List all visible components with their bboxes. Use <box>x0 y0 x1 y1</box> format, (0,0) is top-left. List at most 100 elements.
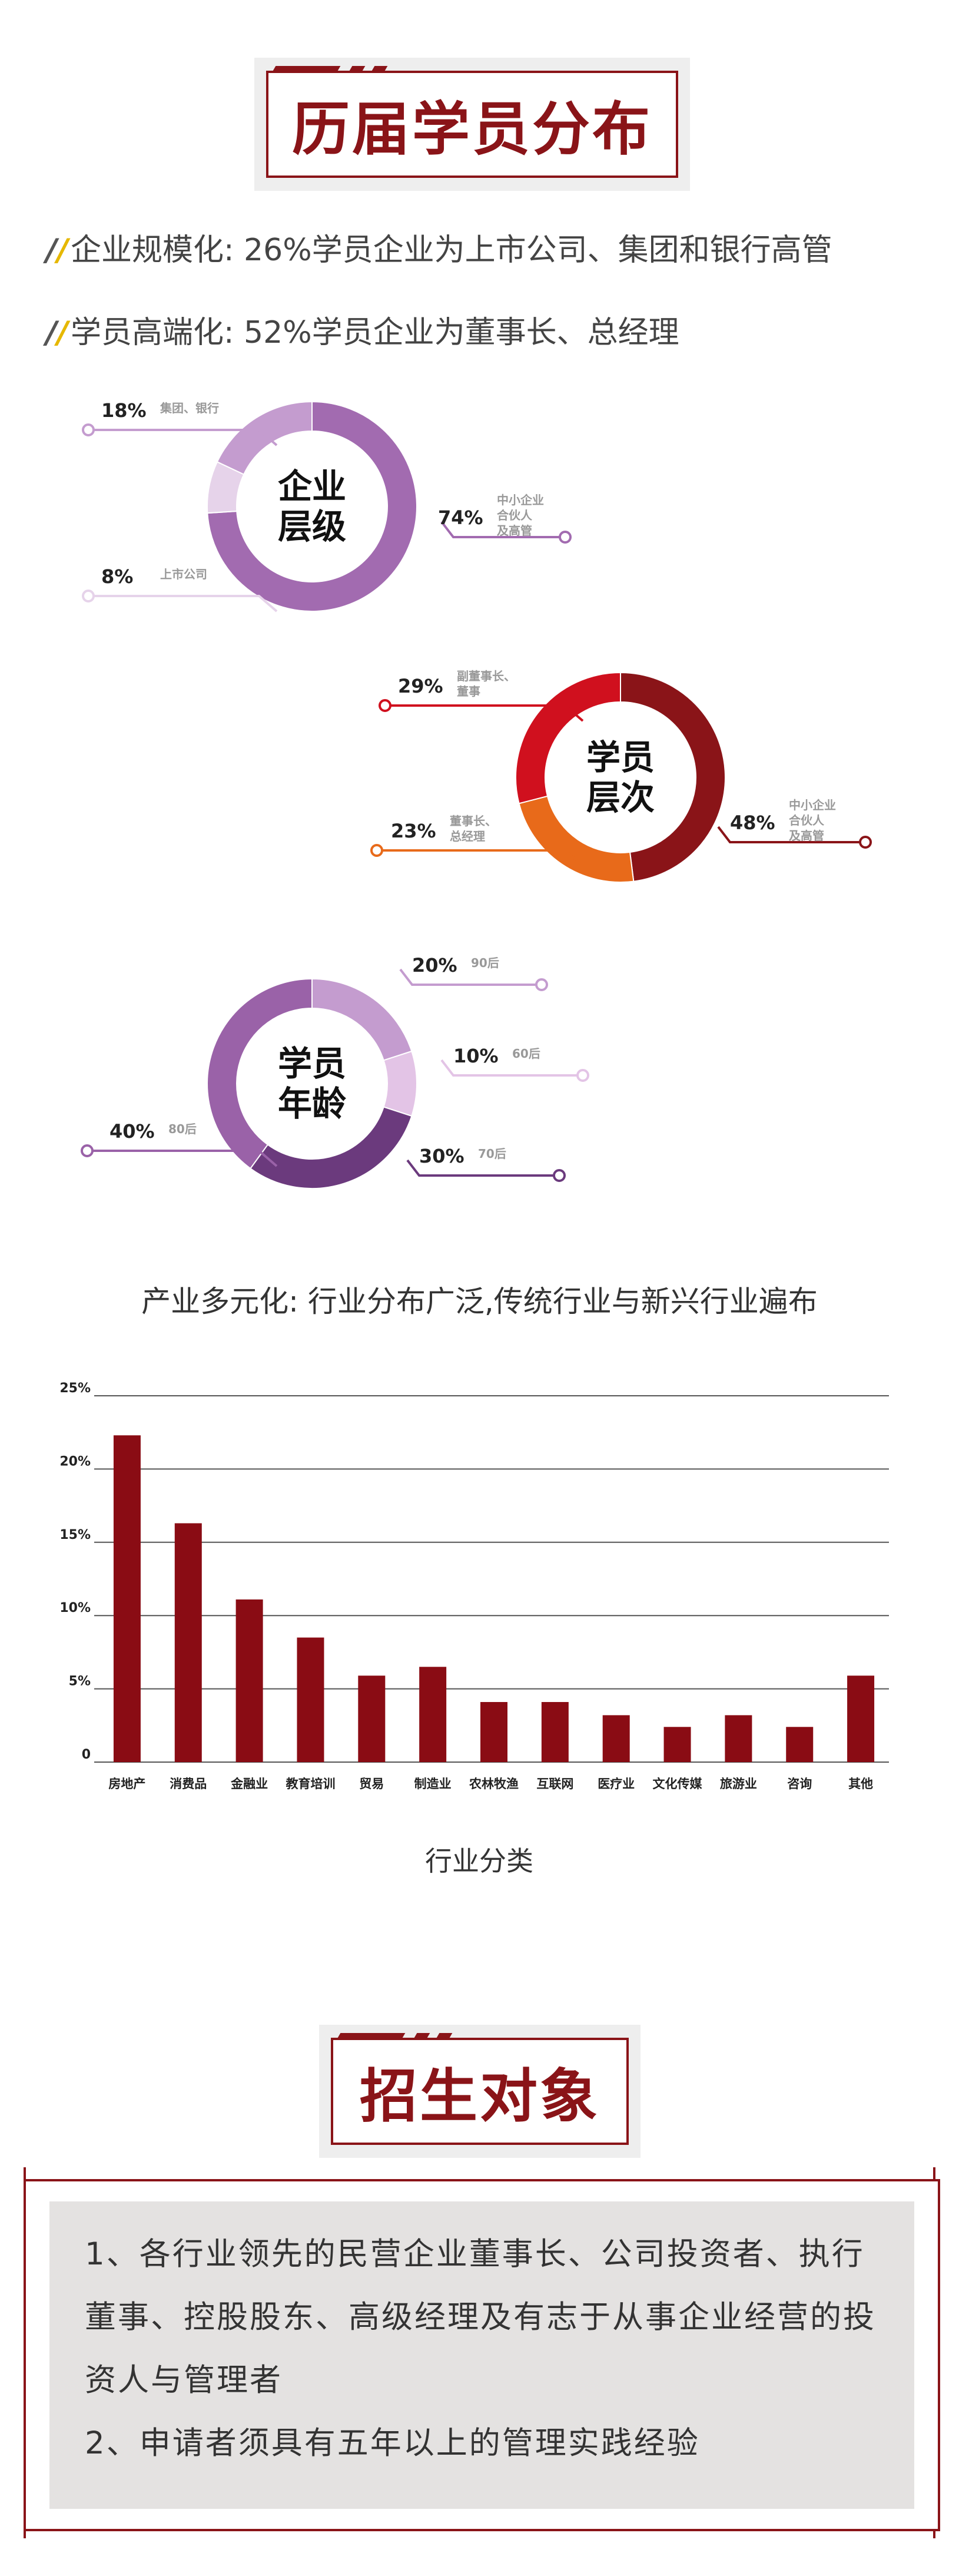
x-tick-label: 咨询 <box>787 1777 812 1791</box>
slice-label: 80后 <box>168 1122 197 1136</box>
donut-center-label: 企业 <box>278 466 346 506</box>
leader-line <box>440 521 559 538</box>
bullet-senior: //学员高端化: 52%学员企业为董事长、总经理 <box>46 307 679 352</box>
slice-label: 及高管 <box>497 524 532 538</box>
slice-label: 董事长、 <box>450 814 497 828</box>
slice-percent: 29% <box>398 675 443 697</box>
leader-dot <box>576 1069 589 1082</box>
slice-percent: 8% <box>101 565 133 588</box>
leader-dot <box>379 699 391 712</box>
bar-贸易 <box>358 1676 386 1762</box>
section-title-text: 招生对象 <box>359 2063 600 2130</box>
leader-line <box>440 1059 577 1077</box>
bar-文化传媒 <box>663 1727 691 1762</box>
slice-percent: 18% <box>101 399 147 422</box>
bullet-scale: //企业规模化: 26%学员企业为上市公司、集团和银行高管 <box>46 225 832 269</box>
leader-line <box>94 595 278 612</box>
slice-percent: 23% <box>391 820 436 842</box>
recruit-line-1: 1、各行业领先的民营企业董事长、公司投资者、执行董事、控股股东、高级经理及有志于… <box>85 2236 876 2398</box>
leader-dot <box>81 1144 94 1157</box>
donut-slice <box>249 1106 413 1189</box>
slice-label: 上市公司 <box>160 567 207 581</box>
slice-percent: 20% <box>412 954 457 976</box>
bar-旅游业 <box>725 1715 752 1762</box>
bar-其他 <box>847 1676 875 1762</box>
leader-line <box>717 826 860 843</box>
bar-农林牧渔 <box>480 1701 507 1762</box>
donut-center-label: 学员 <box>278 1044 346 1084</box>
leader-line <box>406 1159 553 1177</box>
bar-教育培训 <box>297 1637 324 1762</box>
leader-dot <box>553 1169 566 1182</box>
section-title-text: 历届学员分布 <box>291 96 652 163</box>
donut-slice <box>620 671 726 882</box>
y-tick-label: 20% <box>59 1454 91 1469</box>
slice-label: 董事 <box>457 684 480 698</box>
slice-percent: 10% <box>453 1045 499 1067</box>
donut-slice <box>515 671 621 804</box>
section-title-distribution: 历届学员分布 <box>254 58 690 191</box>
industry-heading: 产业多元化: 行业分布广泛,传统行业与新兴行业遍布 <box>141 1284 818 1319</box>
slice-percent: 48% <box>730 812 775 834</box>
x-tick-label: 金融业 <box>230 1777 268 1791</box>
bullet-senior-text: 学员高端化: 52%学员企业为董事长、总经理 <box>71 315 679 350</box>
bar-咨询 <box>786 1727 814 1762</box>
x-tick-label: 房地产 <box>108 1777 145 1791</box>
y-tick-label: 10% <box>59 1601 91 1615</box>
recruit-line-2: 2、申请者须具有五年以上的管理实践经验 <box>85 2425 700 2461</box>
industry-bar-chart: 0 5% 10% 15% 20% 25% 房地产 消费品 金融业 教育培训 贸易 制造业 农林牧渔 互联网… <box>59 1381 889 1877</box>
donut-center-label: 层级 <box>278 506 346 547</box>
slice-label: 70后 <box>478 1147 506 1161</box>
donut-slice <box>383 1050 417 1117</box>
x-axis-label: 行业分类 <box>425 1845 533 1877</box>
x-tick-label: 农林牧渔 <box>469 1777 519 1791</box>
bullet-scale-text: 企业规模化: 26%学员企业为上市公司、集团和银行高管 <box>71 233 832 268</box>
leader-line <box>94 429 278 446</box>
slice-label: 合伙人 <box>789 813 825 827</box>
donut-center-label: 学员 <box>586 737 655 777</box>
x-tick-label: 制造业 <box>414 1777 452 1791</box>
donut-slice <box>216 400 313 475</box>
slice-label: 总经理 <box>450 829 485 843</box>
slice-percent: 30% <box>419 1145 464 1167</box>
slice-label: 中小企业 <box>497 493 544 507</box>
donut-slice <box>207 400 417 612</box>
leader-dot <box>559 531 572 544</box>
slash-icon: // <box>46 233 68 268</box>
bar-消费品 <box>174 1523 202 1762</box>
donut-slice <box>207 978 313 1170</box>
leader-dot <box>82 423 95 436</box>
x-tick-label: 其他 <box>848 1777 873 1791</box>
slice-label: 集团、银行 <box>160 401 219 415</box>
section-title-recruit: 招生对象 <box>319 2025 641 2158</box>
x-tick-label: 文化传媒 <box>653 1777 703 1791</box>
leader-line <box>399 968 536 986</box>
leader-dot <box>859 836 872 849</box>
slice-label: 合伙人 <box>497 508 533 522</box>
slice-percent: 74% <box>438 506 483 529</box>
slice-label: 副董事长、 <box>457 669 516 683</box>
bar-互联网 <box>541 1701 569 1762</box>
recruit-box: 1、各行业领先的民营企业董事长、公司投资者、执行董事、控股股东、高级经理及有志于… <box>24 2179 940 2531</box>
leader-dot <box>535 978 548 991</box>
x-tick-label: 医疗业 <box>598 1777 635 1791</box>
bar-制造业 <box>419 1667 447 1762</box>
slash-icon: // <box>46 315 68 350</box>
y-tick-label: 0 <box>82 1747 91 1762</box>
x-tick-label: 贸易 <box>359 1777 384 1791</box>
y-tick-label: 5% <box>69 1674 91 1689</box>
leader-line <box>383 849 584 867</box>
leader-line <box>391 704 584 722</box>
bar-医疗业 <box>602 1715 630 1762</box>
leader-dot <box>370 844 383 857</box>
y-tick-label: 15% <box>59 1528 91 1542</box>
recruit-content: 1、各行业领先的民营企业董事长、公司投资者、执行董事、控股股东、高级经理及有志于… <box>49 2201 914 2509</box>
slice-label: 90后 <box>471 956 499 970</box>
x-tick-label: 互联网 <box>536 1777 573 1791</box>
donut-center-label: 层次 <box>586 777 655 817</box>
leader-dot <box>82 590 95 602</box>
slice-label: 及高管 <box>789 829 824 843</box>
